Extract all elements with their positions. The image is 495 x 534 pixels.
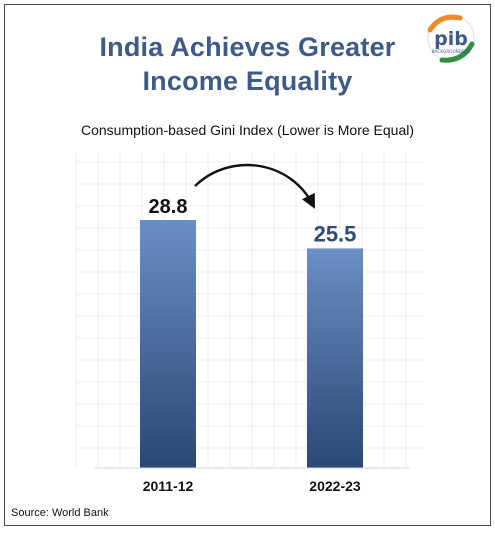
value-label-2011-12: 28.8 <box>149 196 188 218</box>
trend-arrow <box>194 163 315 209</box>
source-note: Source: World Bank <box>11 507 109 519</box>
bar-2022-23 <box>307 248 363 468</box>
title-line-1: India Achieves Greater <box>99 32 396 62</box>
logo-text: pib <box>434 28 468 50</box>
logo-saffron-swoosh <box>427 14 463 33</box>
chart-subtitle: Consumption-based Gini Index (Lower is M… <box>80 122 415 138</box>
chart-grid <box>75 152 424 468</box>
title-line-2: Income Equality <box>142 66 353 96</box>
value-label-2022-23: 25.5 <box>314 221 357 246</box>
logo-green-swoosh <box>439 41 475 63</box>
infographic-frame <box>4 4 491 526</box>
category-label-2011-12: 2011-12 <box>143 478 194 494</box>
chart-bars: 28.8 2011-12 25.5 2022-23 <box>140 196 363 494</box>
bar-2011-12 <box>140 220 196 468</box>
category-label-2022-23: 2022-23 <box>309 478 361 494</box>
pib-logo-icon: pib BACKGROUNDERS <box>427 14 475 63</box>
logo-tagline: BACKGROUNDERS <box>432 49 471 54</box>
